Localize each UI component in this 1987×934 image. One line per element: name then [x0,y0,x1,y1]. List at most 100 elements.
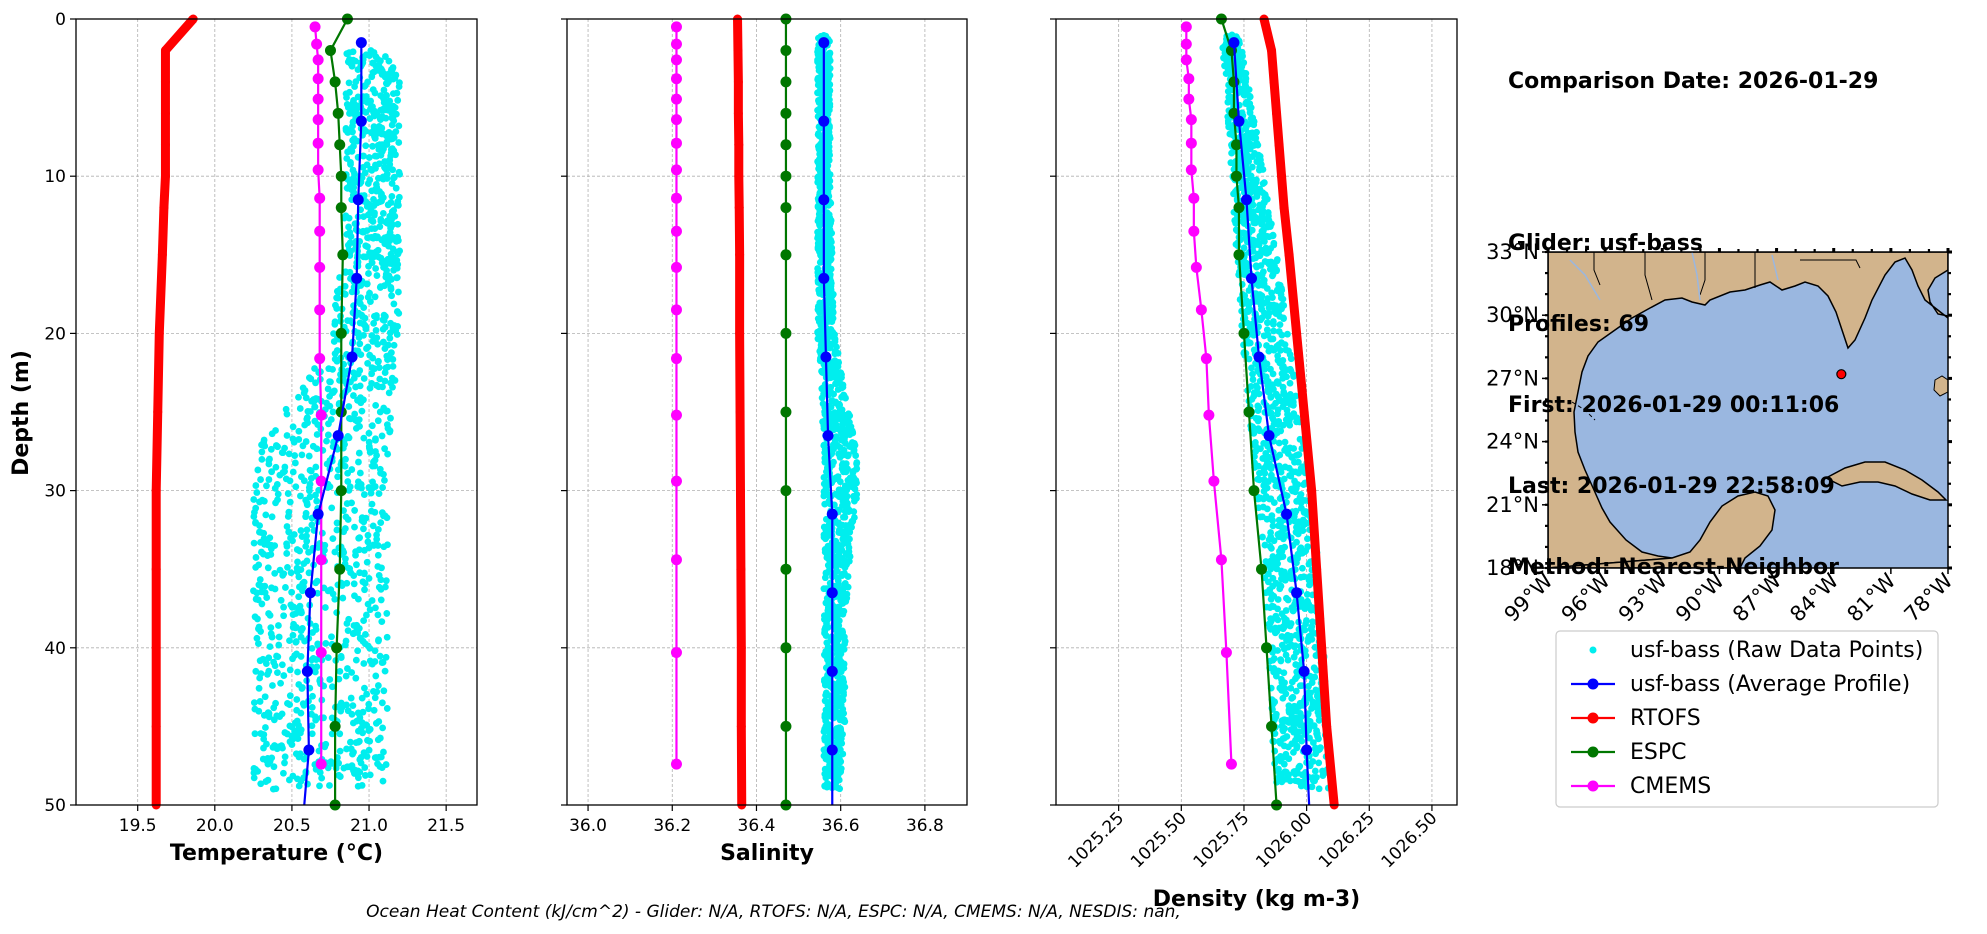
raw-point [388,292,395,300]
x-tick-label: 1025.25 [1064,808,1128,872]
series-point [1230,139,1242,151]
raw-point [1287,472,1295,480]
raw-point [291,727,299,735]
raw-point [1288,717,1296,724]
raw-point [252,554,260,561]
raw-point [815,45,823,53]
raw-point [288,588,296,596]
raw-point [376,198,384,206]
raw-point [344,627,352,635]
raw-point [840,678,848,686]
raw-point [824,547,832,555]
raw-point [1239,211,1247,219]
raw-point [815,130,822,137]
raw-point [371,456,379,464]
raw-point [824,701,832,709]
raw-point [275,641,283,649]
raw-point [831,331,838,338]
raw-point [1263,456,1271,464]
raw-point [1223,60,1230,68]
raw-point [1259,533,1266,541]
series-espc [324,13,353,811]
x-tick-label: 21.5 [427,816,465,836]
raw-point [1282,444,1290,452]
raw-point [373,535,381,543]
raw-point [1261,464,1268,472]
series-point [314,304,326,316]
raw-point [252,766,260,773]
raw-point [348,466,356,473]
raw-point [377,283,385,291]
raw-point [325,420,332,428]
raw-point [1271,730,1279,738]
series-espc [1215,13,1283,811]
map-frame [1547,251,1949,569]
raw-point [824,228,832,236]
raw-point [313,431,321,438]
series-point [780,563,792,575]
raw-point [1261,191,1269,198]
raw-point [335,771,343,779]
raw-point [352,383,360,391]
legend-item: ESPC [1571,740,1687,765]
raw-point [387,199,395,206]
raw-point [292,624,299,632]
raw-point [1304,597,1311,605]
raw-point [350,572,358,580]
raw-point [1261,541,1269,549]
raw-point [256,698,264,705]
raw-point [816,166,824,174]
raw-point [1291,477,1298,485]
raw-point [823,84,831,91]
series-point [670,475,682,487]
series-point [334,563,346,575]
raw-point [381,377,389,385]
series-point [780,202,792,214]
raw-point [366,771,374,779]
raw-point [368,364,376,372]
raw-point [1274,616,1282,624]
raw-point [257,670,265,678]
raw-point [814,303,822,310]
raw-point [261,582,269,590]
raw-point [1226,93,1234,101]
raw-point [1294,458,1302,466]
raw-point [395,122,403,130]
raw-point [818,394,826,402]
raw-point [333,526,341,534]
series-point [1277,171,1287,181]
raw-point [312,463,320,471]
raw-point [1249,370,1256,378]
x-axis-label: Salinity [720,841,814,866]
raw-point [823,569,831,577]
raw-point [382,653,390,661]
raw-point [1288,678,1296,686]
raw-point [342,555,349,563]
raw-point [378,509,386,517]
series-point [826,665,838,677]
raw-point [358,407,366,415]
raw-point [833,772,841,780]
raw-point [1286,379,1294,387]
raw-point [334,466,342,474]
raw-point [1281,438,1289,446]
raw-point [328,730,336,738]
raw-point [383,633,391,641]
raw-point [1258,513,1266,521]
raw-point [850,492,858,500]
raw-point [1254,402,1262,410]
raw-point [298,533,306,541]
raw-point [825,328,833,336]
raw-point [394,236,402,244]
raw-point [1262,558,1270,565]
raw-point [333,347,341,354]
raw-point [381,445,389,453]
series-point [734,171,744,181]
raw-point [825,91,833,99]
raw-point [379,316,387,324]
raw-point [1289,371,1297,379]
series-point [780,44,792,56]
raw-point [1246,93,1254,101]
raw-point [380,86,388,94]
raw-point [372,265,380,272]
